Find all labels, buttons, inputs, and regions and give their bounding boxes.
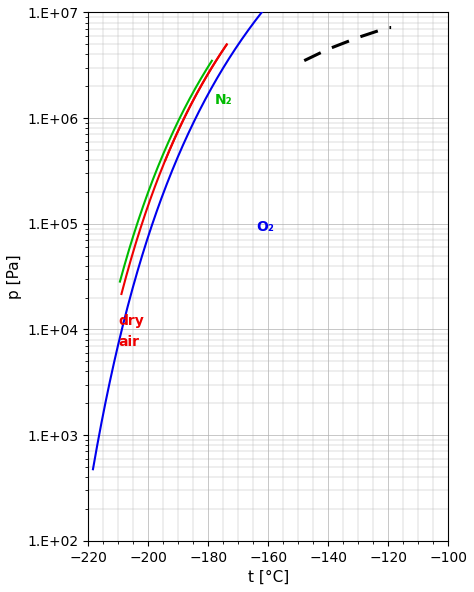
Y-axis label: p [Pa]: p [Pa] [7, 255, 22, 299]
Text: dry: dry [118, 314, 144, 328]
X-axis label: t [°C]: t [°C] [247, 570, 289, 585]
Text: N₂: N₂ [214, 94, 232, 107]
Text: O₂: O₂ [256, 220, 274, 234]
Text: air: air [118, 335, 139, 349]
